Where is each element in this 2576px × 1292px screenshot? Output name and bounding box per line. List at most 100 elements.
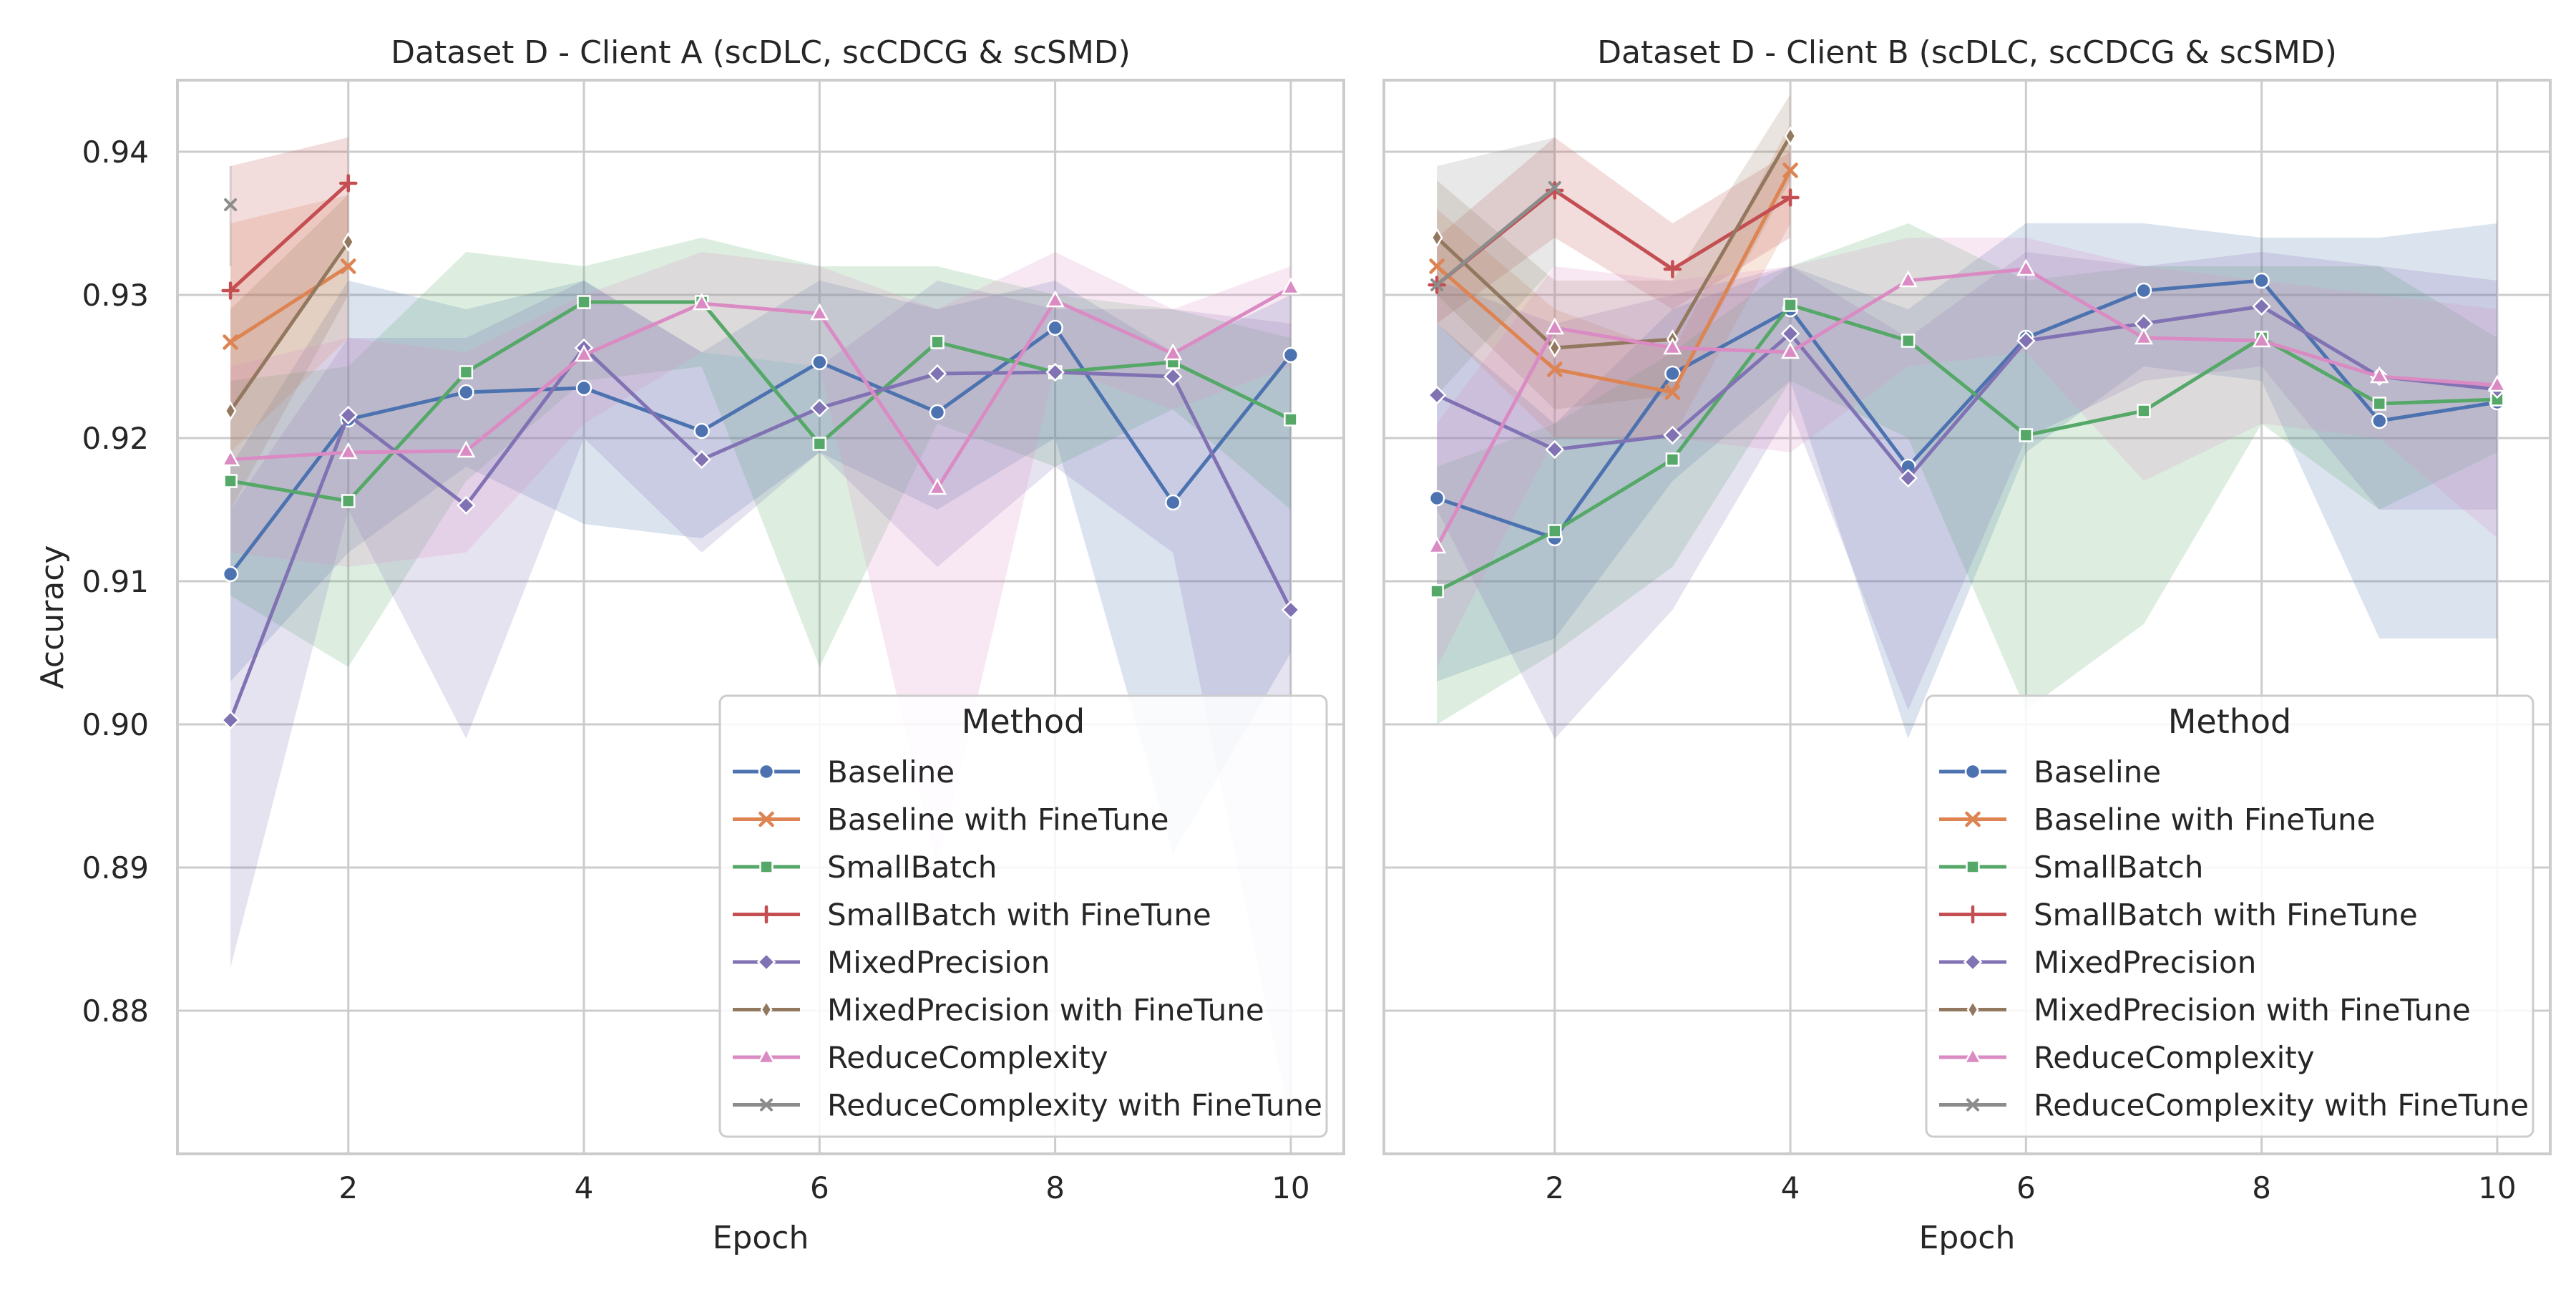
legend-label: MixedPrecision [2034,945,2256,980]
data-point [1163,366,1183,387]
data-point [812,437,827,451]
y-tick-label: 0.93 [82,278,149,313]
data-point [224,401,237,421]
y-tick-label: 0.88 [82,994,149,1029]
series-smallbatch-with-finetune [221,174,358,300]
series-line [229,326,1292,575]
legend-entry: SmallBatch [1939,850,2203,885]
series-line [1435,267,2498,548]
data-point [927,477,947,495]
data-point [2370,366,2389,384]
data-point [2371,412,2388,429]
data-point [1898,270,1918,288]
data-point [1782,162,1798,178]
data-point [811,354,828,371]
data-point [1430,228,1443,248]
data-point [1781,188,1800,207]
legend-label: SmallBatch [827,850,997,885]
data-point [692,450,711,470]
confidence-band [1437,252,2497,739]
legend-entry: MixedPrecision [1939,945,2256,980]
data-point [1545,317,1564,335]
series-reducecomplexity [1427,258,2507,554]
legend-marker [1963,1046,1983,1064]
data-point [1664,365,1681,382]
legend-entry: ReduceComplexity with FineTune [733,1088,1322,1123]
legend-entry: SmallBatch with FineTune [733,898,1211,933]
data-point [1664,384,1681,400]
legend-label: SmallBatch with FineTune [827,898,1211,933]
data-point [810,398,829,418]
panel-client-a: Dataset D - Client A (scDLC, scCDCG & sc… [34,34,1345,1256]
data-point [220,710,240,730]
x-tick-label: 2 [1545,1170,1564,1205]
series-line [1435,169,1792,394]
series-line [228,346,1293,721]
data-point [1548,338,1561,358]
data-point [340,258,356,274]
series-baseline-with-finetune [223,258,356,350]
series-line [229,182,350,292]
legend-box [718,694,1328,1138]
data-point [1780,341,1800,359]
data-point [1898,468,1918,488]
confidence-bands [1437,94,2497,739]
series-line [230,300,1292,503]
legend-marker [758,763,775,780]
data-point [2137,404,2151,418]
data-point [457,495,476,515]
legend-label: Baseline with FineTune [2034,802,2375,837]
x-tick-label: 4 [1781,1170,1800,1205]
data-point [220,449,240,467]
legend-entry: ReduceComplexity [733,1040,1108,1075]
legend-entry: Baseline with FineTune [733,802,1169,837]
data-point [1548,181,1561,194]
data-point [1429,258,1445,274]
x-tick-label: 8 [2252,1170,2271,1205]
y-tick-label: 0.94 [82,135,149,170]
data-point [1545,439,1565,460]
data-point [574,344,594,362]
data-point [2134,327,2154,345]
data-point [338,442,358,460]
series-line [230,286,1292,490]
data-point [575,379,592,397]
data-point [459,365,474,379]
x-tick-label: 10 [2478,1170,2516,1205]
data-point [1783,298,1797,312]
legend-marker [759,860,774,874]
data-point [1901,334,1916,348]
series-reducecomplexity-with-finetune [224,198,238,211]
series-line [229,241,350,412]
legend-entry: Baseline with FineTune [1939,802,2375,837]
y-axis-label: Accuracy [34,545,71,689]
data-point [1282,346,1299,364]
data-point [1547,524,1562,538]
legend-label: ReduceComplexity with FineTune [2034,1088,2529,1123]
plot-frame [176,79,1345,1155]
data-point [341,494,356,508]
data-point [927,364,947,384]
data-point [577,295,591,309]
legend-marker [758,811,774,827]
data-point [342,232,355,252]
legend-marker [1963,905,1982,924]
legend-entry: SmallBatch with FineTune [1939,898,2418,933]
legend-label: ReduceComplexity [827,1040,1108,1075]
legend-marker [1964,763,1981,780]
y-tick-label: 0.90 [82,707,149,742]
data-point [1663,337,1682,355]
legend-marker [1966,1098,1979,1112]
legend-label: MixedPrecision [827,945,1050,980]
confidence-band [230,195,348,510]
legend-title: Method [962,702,1085,741]
y-tick-label: 0.91 [82,564,149,599]
data-point [2252,296,2271,316]
data-point [222,565,239,583]
data-point [692,293,711,311]
data-point [1047,319,1063,336]
data-point [1665,452,1680,467]
